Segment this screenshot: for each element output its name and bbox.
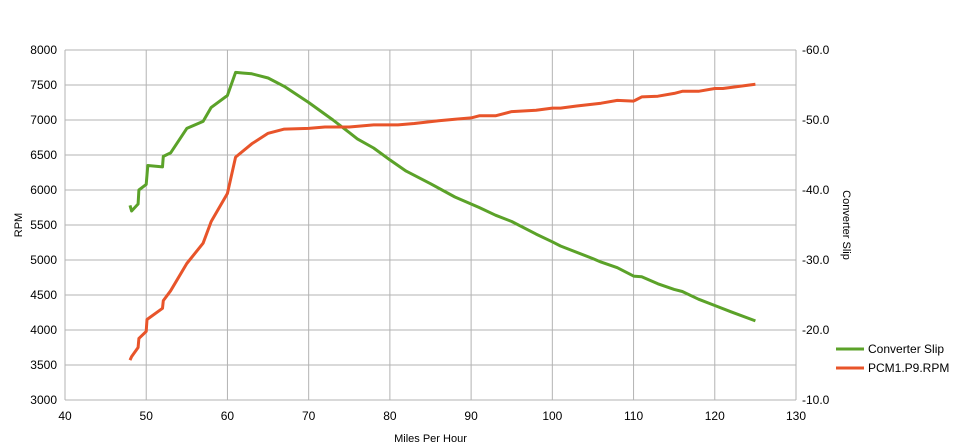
y-left-axis-title: RPM — [13, 213, 25, 237]
y-left-tick-label: 5500 — [30, 218, 57, 232]
y-right-tick-label: -30.0 — [802, 253, 830, 267]
y-left-tick-label: 5000 — [30, 253, 57, 267]
x-tick-label: 130 — [786, 409, 806, 423]
x-tick-label: 110 — [624, 409, 643, 423]
x-tick-label: 90 — [464, 409, 478, 423]
y-left-tick-label: 8000 — [30, 43, 57, 57]
gridlines — [64, 49, 797, 401]
x-tick-label: 70 — [302, 409, 316, 423]
y-right-tick-label: -20.0 — [802, 323, 830, 337]
y-right-tick-label: -10.0 — [802, 393, 830, 407]
y-left-tick-label: 7500 — [30, 78, 57, 92]
series-line-rpm — [128, 82, 756, 361]
x-tick-label: 120 — [705, 409, 725, 423]
y-left-tick-label: 7000 — [30, 113, 57, 127]
legend: Converter Slip PCM1.P9.RPM — [836, 342, 949, 375]
y-left-tick-labels: 3000 3500 4000 4500 5000 5500 6000 6500 7000 7500… — [30, 43, 57, 407]
x-tick-label: 60 — [221, 409, 235, 423]
x-tick-label: 80 — [383, 409, 397, 423]
y-left-tick-label: 6500 — [30, 148, 57, 162]
x-tick-label: 50 — [140, 409, 154, 423]
legend-label: Converter Slip — [868, 342, 944, 356]
y-right-tick-label: -40.0 — [802, 183, 830, 197]
y-right-tick-label: -60.0 — [802, 43, 830, 57]
series-line-converter-slip — [128, 70, 756, 323]
y-left-tick-label: 3500 — [30, 358, 57, 372]
y-right-tick-label: -50.0 — [802, 113, 830, 127]
x-tick-label: 40 — [58, 409, 72, 423]
legend-label: PCM1.P9.RPM — [868, 361, 949, 375]
y-left-tick-label: 4500 — [30, 288, 57, 302]
series-lines — [128, 70, 756, 361]
x-axis-title: Miles Per Hour — [394, 433, 467, 445]
y-left-tick-label: 3000 — [30, 393, 57, 407]
x-tick-label: 100 — [542, 409, 562, 423]
y-left-tick-label: 6000 — [30, 183, 57, 197]
y-left-tick-label: 4000 — [30, 323, 57, 337]
x-tick-labels: 40 50 60 70 80 90 100 110 120 130 — [58, 409, 806, 423]
y-right-tick-labels: -10.0 -20.0 -30.0 -40.0 -50.0 -60.0 — [802, 43, 830, 407]
y-right-axis-title: Converter Slip — [840, 190, 852, 260]
